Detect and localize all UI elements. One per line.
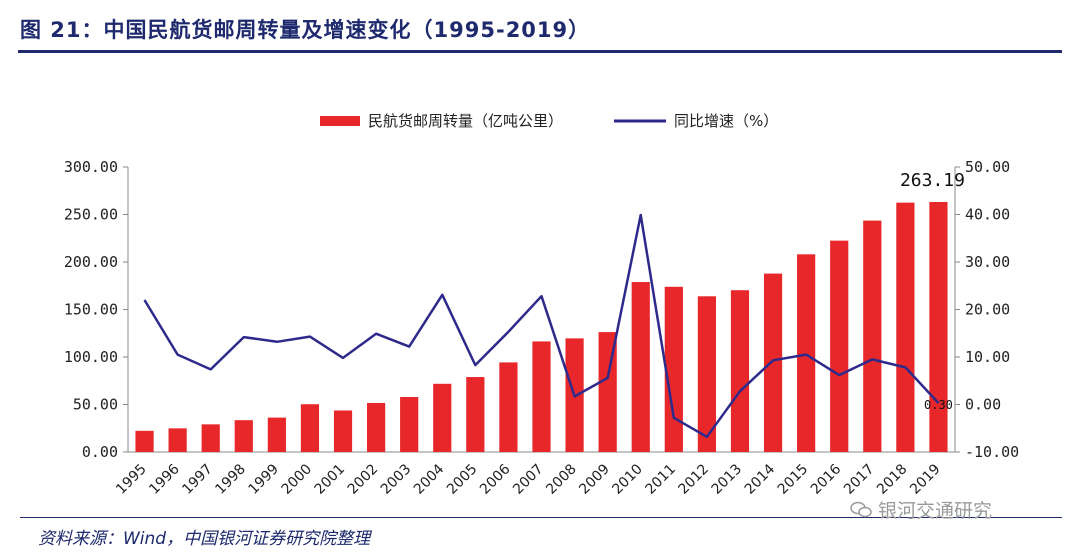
bar: [763, 273, 783, 452]
x-tick-label: 2008: [543, 461, 580, 498]
x-tick-label: 2000: [279, 461, 316, 498]
x-tick-label: 2010: [609, 461, 646, 498]
bar: [433, 383, 452, 452]
x-tick-label: 1996: [146, 461, 183, 498]
x-tick-label: 2005: [444, 461, 481, 498]
y-left-tick-label: 200.00: [64, 253, 118, 271]
watermark-text: 银河交通研究: [878, 500, 993, 522]
y-left-tick-label: 300.00: [64, 158, 118, 176]
bar: [135, 430, 154, 452]
figure-title: 图 21：中国民航货邮周转量及增速变化（1995-2019）: [20, 18, 591, 42]
bar: [532, 341, 551, 452]
y-left-tick-label: 50.00: [73, 396, 118, 414]
bar: [300, 404, 320, 452]
wechat-icon: [850, 501, 872, 517]
bottom-rule: [20, 517, 1062, 518]
bar: [896, 202, 915, 452]
x-tick-label: 2003: [378, 461, 415, 498]
x-tick-label: 1995: [113, 461, 150, 498]
legend-bar-swatch: [320, 116, 360, 126]
x-tick-label: 2012: [676, 461, 713, 498]
bar: [664, 286, 683, 452]
bar: [598, 332, 617, 452]
x-tick-label: 2016: [808, 461, 845, 498]
y-right-tick-label: 20.00: [965, 301, 1010, 319]
x-tick-label: 2007: [510, 461, 547, 498]
y-right-tick-label: 50.00: [965, 158, 1010, 176]
x-tick-label: 2006: [477, 461, 514, 498]
bar: [168, 428, 187, 452]
title-rule: [18, 50, 1062, 53]
x-tick-label: 2014: [742, 461, 779, 498]
bar: [863, 220, 882, 452]
bar: [730, 290, 750, 452]
watermark: 银河交通研究: [850, 496, 992, 523]
x-tick-label: 1999: [246, 461, 283, 498]
bar: [267, 417, 286, 452]
x-tick-label: 2018: [874, 461, 911, 498]
x-tick-label: 2009: [576, 461, 613, 498]
y-left-tick-label: 150.00: [64, 301, 118, 319]
bar: [830, 240, 849, 452]
x-tick-label: 2013: [709, 461, 746, 498]
bar: [201, 424, 220, 452]
bar: [499, 362, 518, 452]
y-right-tick-label: 40.00: [965, 206, 1010, 224]
x-tick-label: 1998: [212, 461, 249, 498]
x-tick-label: 2019: [907, 461, 944, 498]
y-left-tick-label: 100.00: [64, 348, 118, 366]
x-tick-label: 2002: [345, 461, 382, 498]
last-bar-data-label: 263.19: [900, 170, 965, 191]
x-tick-label: 2017: [841, 461, 878, 498]
bar: [234, 420, 253, 452]
y-left-tick-label: 0.00: [82, 443, 118, 461]
legend-bar-label: 民航货邮周转量（亿吨公里）: [368, 112, 563, 130]
source-note: 资料来源：Wind，中国银河证券研究院整理: [38, 529, 371, 549]
bar: [697, 296, 716, 452]
bar: [797, 254, 816, 452]
legend-line-label: 同比增速（%）: [674, 112, 778, 130]
last-line-data-label: 0.30: [924, 398, 953, 412]
y-right-tick-label: -10.00: [965, 443, 1019, 461]
bar: [929, 201, 948, 452]
x-tick-label: 2004: [411, 461, 448, 498]
bar: [631, 282, 650, 452]
x-tick-label: 2015: [775, 461, 812, 498]
x-tick-label: 2001: [312, 461, 349, 498]
bar: [367, 402, 386, 452]
y-left-tick-label: 250.00: [64, 206, 118, 224]
bar: [400, 396, 419, 452]
y-right-tick-label: 30.00: [965, 253, 1010, 271]
bar: [466, 377, 485, 452]
y-right-tick-label: 10.00: [965, 348, 1010, 366]
bar: [333, 410, 353, 452]
x-tick-label: 2011: [642, 461, 679, 498]
growth-line: [143, 213, 940, 439]
chart: 民航货邮周转量（亿吨公里） 同比增速（%） 0.00 50.00 100.00 150.0…: [64, 112, 1019, 498]
y-right-tick-label: 0.00: [965, 396, 1001, 414]
x-tick-label: 1997: [179, 461, 216, 498]
